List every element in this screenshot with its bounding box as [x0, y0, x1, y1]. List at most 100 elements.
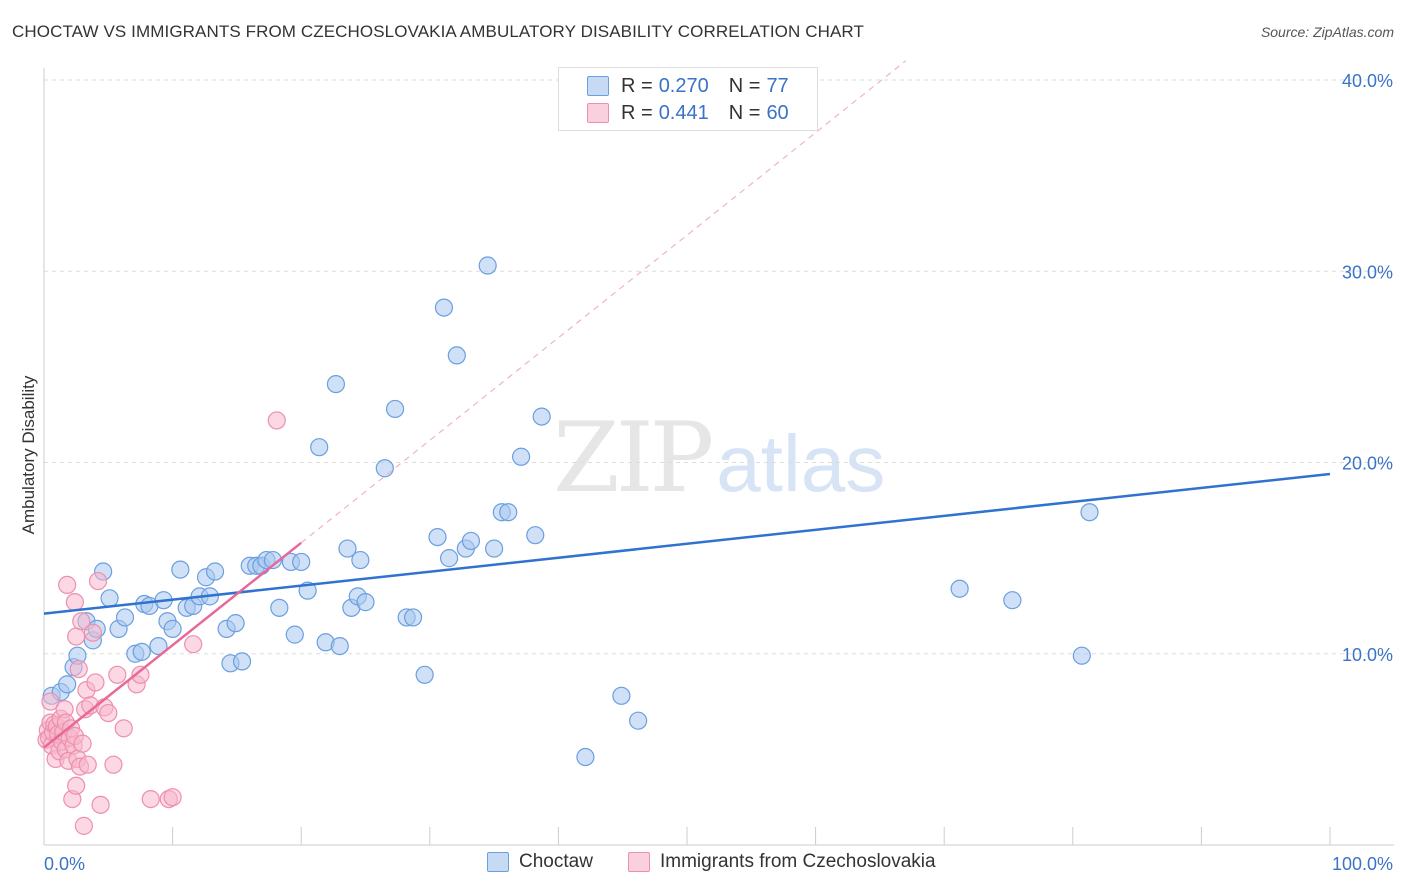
- choctaw-point: [232, 652, 252, 671]
- choctaw-point: [629, 711, 648, 730]
- stats-legend: R = 0.270 N = 77 R = 0.441 N = 60: [558, 67, 818, 131]
- choctaw-point: [499, 503, 518, 522]
- choctaw-point: [434, 298, 454, 317]
- czechoslovakia-point: [86, 673, 105, 692]
- choctaw-point: [226, 614, 245, 633]
- choctaw-point: [385, 399, 405, 419]
- legend-r-value: 0.270: [658, 74, 709, 97]
- choctaw-point: [115, 608, 135, 627]
- czechoslovakia-point: [65, 593, 84, 612]
- watermark: ZIPatlas: [553, 402, 885, 514]
- czechoslovakia-point: [141, 789, 160, 809]
- legend-r-value: 0.441: [658, 101, 709, 124]
- chart-title: CHOCTAW VS IMMIGRANTS FROM CZECHOSLOVAKI…: [12, 22, 864, 41]
- choctaw-point: [512, 447, 531, 466]
- choctaw-point: [205, 562, 225, 581]
- choctaw-point: [478, 256, 497, 275]
- choctaw-point: [100, 589, 119, 608]
- czechoslovakia-point: [99, 703, 118, 723]
- choctaw-point: [326, 374, 346, 394]
- choctaw-point: [338, 539, 357, 558]
- choctaw-point: [1072, 646, 1091, 665]
- watermark-zip: ZIP: [553, 402, 714, 514]
- legend-r-label: R =: [621, 74, 653, 97]
- czechoslovakia-point: [163, 788, 182, 807]
- choctaw-point: [403, 608, 423, 627]
- czechoslovakia-point: [104, 755, 123, 774]
- legend-item-choctaw: Choctaw: [487, 851, 593, 873]
- source-label: Source: ZipAtlas.com: [1260, 24, 1394, 40]
- legend-swatch-pink: [587, 103, 609, 123]
- choctaw-point: [1080, 503, 1099, 522]
- czechoslovakia-point: [58, 575, 77, 595]
- watermark-atlas: atlas: [716, 419, 886, 508]
- legend-n-label: N =: [728, 101, 761, 124]
- choctaw-point: [950, 579, 969, 598]
- choctaw-point: [270, 598, 289, 617]
- x-tick-label: 0.0%: [44, 854, 85, 874]
- czechoslovakia-point: [72, 612, 91, 631]
- choctaw-point: [439, 549, 459, 568]
- y-tick-label: 10.0%: [1342, 645, 1393, 665]
- czechoslovakia-point: [114, 719, 133, 738]
- czechoslovakia-point: [184, 635, 203, 654]
- choctaw-point: [58, 675, 77, 694]
- choctaw-point: [375, 459, 394, 478]
- legend-swatch-blue: [487, 852, 509, 872]
- choctaw-point: [415, 665, 434, 684]
- y-tick-label: 40.0%: [1342, 71, 1393, 91]
- czechoslovakia-point: [108, 665, 127, 684]
- legend-n-value: 77: [766, 74, 789, 97]
- choctaw-point: [163, 619, 182, 638]
- choctaw-point: [485, 539, 504, 558]
- czechoslovakia-trend-line: [43, 541, 302, 749]
- czechoslovakia-point: [69, 659, 88, 679]
- czechoslovakia-point: [91, 795, 110, 814]
- choctaw-point: [356, 593, 375, 612]
- legend-n-label: N =: [728, 74, 761, 97]
- choctaw-point: [447, 346, 466, 365]
- czechoslovakia-point: [73, 734, 92, 753]
- legend-n-value: 60: [766, 101, 789, 124]
- choctaw-point: [351, 550, 370, 570]
- y-axis-label: Ambulatory Disability: [19, 375, 38, 535]
- choctaw-point: [428, 527, 447, 547]
- czechoslovakia-point: [88, 571, 108, 591]
- legend-row-choctaw: R = 0.270 N = 77: [587, 73, 789, 99]
- choctaw-trend-line: [43, 472, 1331, 615]
- choctaw-point: [612, 686, 631, 705]
- choctaw-point: [1003, 591, 1022, 610]
- legend-row-czechoslovakia: R = 0.441 N = 60: [587, 100, 789, 126]
- czechoslovakia-point: [74, 816, 93, 835]
- czechoslovakia-point: [83, 623, 102, 642]
- choctaw-point: [330, 636, 349, 656]
- czechoslovakia-trend-extension: [300, 60, 906, 544]
- choctaw-point: [526, 526, 545, 545]
- choctaw-point: [576, 747, 595, 767]
- series-legend: Choctaw Immigrants from Czechoslovakia: [0, 851, 1406, 877]
- czechoslovakia-point: [267, 411, 286, 430]
- czechoslovakia-point: [67, 776, 86, 795]
- czechoslovakia-point: [78, 755, 97, 774]
- legend-swatch-blue: [587, 76, 609, 96]
- legend-item-czechoslovakia: Immigrants from Czechoslovakia: [628, 851, 936, 873]
- czechoslovakia-point: [67, 627, 86, 646]
- czechoslovakia-point: [41, 692, 60, 711]
- czechoslovakia-point: [131, 665, 150, 684]
- choctaw-point: [532, 407, 551, 426]
- choctaw-point: [149, 636, 168, 656]
- choctaw-point: [132, 642, 151, 661]
- x-tick-label: 100.0%: [1332, 854, 1393, 874]
- y-tick-label: 20.0%: [1342, 454, 1393, 474]
- legend-series-name: Choctaw: [519, 851, 593, 872]
- choctaw-point: [310, 438, 329, 457]
- choctaw-point: [292, 552, 311, 572]
- y-tick-label: 30.0%: [1342, 262, 1393, 282]
- choctaw-point: [461, 531, 481, 551]
- legend-swatch-pink: [628, 852, 650, 872]
- choctaw-point: [171, 560, 190, 579]
- choctaw-point: [285, 625, 304, 644]
- legend-series-name: Immigrants from Czechoslovakia: [660, 851, 936, 872]
- legend-r-label: R =: [621, 101, 653, 124]
